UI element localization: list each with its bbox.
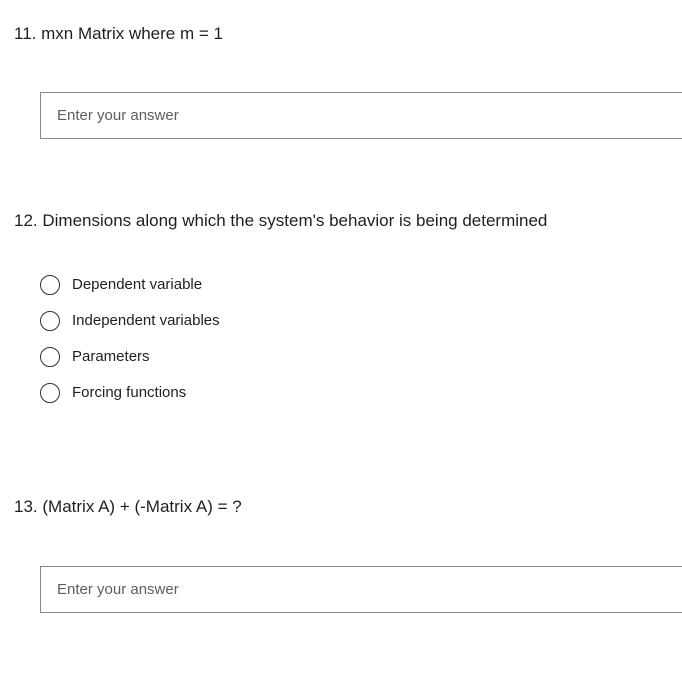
question-11: 11. mxn Matrix where m = 1 <box>0 0 682 139</box>
answer-input-13[interactable] <box>40 566 682 613</box>
radio-label: Independent variables <box>72 312 220 329</box>
radio-circle-icon <box>40 311 60 331</box>
question-body <box>0 92 682 139</box>
radio-circle-icon <box>40 275 60 295</box>
radio-circle-icon <box>40 383 60 403</box>
question-text: mxn Matrix where m = 1 <box>41 24 223 43</box>
question-title: 11. mxn Matrix where m = 1 <box>0 0 682 46</box>
question-number: 12 <box>14 211 33 230</box>
question-title: 12. Dimensions along which the system's … <box>0 187 682 233</box>
radio-label: Dependent variable <box>72 276 202 293</box>
question-text: (Matrix A) + (-Matrix A) = ? <box>42 497 241 516</box>
question-title: 13. (Matrix A) + (-Matrix A) = ? <box>0 473 682 519</box>
question-12: 12. Dimensions along which the system's … <box>0 187 682 403</box>
question-body <box>0 566 682 613</box>
question-body: Dependent variable Independent variables… <box>0 275 682 403</box>
answer-input-11[interactable] <box>40 92 682 139</box>
radio-label: Parameters <box>72 348 150 365</box>
question-13: 13. (Matrix A) + (-Matrix A) = ? <box>0 473 682 614</box>
radio-option-forcing-functions[interactable]: Forcing functions <box>40 383 682 403</box>
radio-label: Forcing functions <box>72 384 186 401</box>
radio-option-dependent-variable[interactable]: Dependent variable <box>40 275 682 295</box>
question-text: Dimensions along which the system's beha… <box>42 211 547 230</box>
question-number: 11 <box>14 24 32 43</box>
radio-option-parameters[interactable]: Parameters <box>40 347 682 367</box>
radio-circle-icon <box>40 347 60 367</box>
radio-option-independent-variables[interactable]: Independent variables <box>40 311 682 331</box>
question-number: 13 <box>14 497 33 516</box>
